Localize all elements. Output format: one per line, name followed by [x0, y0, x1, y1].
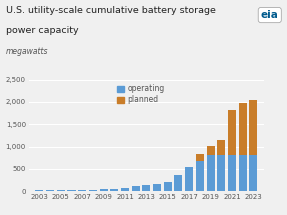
Bar: [185, 167, 193, 191]
Bar: [110, 189, 118, 191]
Bar: [57, 190, 65, 191]
Bar: [238, 155, 247, 191]
Bar: [89, 190, 97, 191]
Bar: [164, 182, 172, 191]
Bar: [207, 146, 215, 155]
Text: U.S. utility-scale cumulative battery storage: U.S. utility-scale cumulative battery st…: [6, 6, 216, 15]
Bar: [238, 103, 247, 155]
Bar: [67, 190, 75, 191]
Bar: [46, 190, 54, 191]
Bar: [153, 184, 161, 191]
Bar: [100, 189, 108, 191]
Legend: operating, planned: operating, planned: [117, 84, 164, 104]
Text: megawatts: megawatts: [6, 47, 48, 56]
Bar: [207, 155, 215, 191]
Bar: [217, 155, 225, 191]
Bar: [142, 185, 150, 191]
Bar: [249, 100, 257, 155]
Bar: [78, 190, 86, 191]
Bar: [249, 155, 257, 191]
Bar: [174, 175, 183, 191]
Bar: [217, 140, 225, 155]
Bar: [196, 161, 204, 191]
Bar: [132, 186, 140, 191]
Text: eia: eia: [261, 10, 279, 20]
Bar: [35, 190, 43, 191]
Bar: [228, 110, 236, 155]
Bar: [121, 188, 129, 191]
Bar: [228, 155, 236, 191]
Bar: [196, 154, 204, 161]
Text: power capacity: power capacity: [6, 26, 78, 35]
